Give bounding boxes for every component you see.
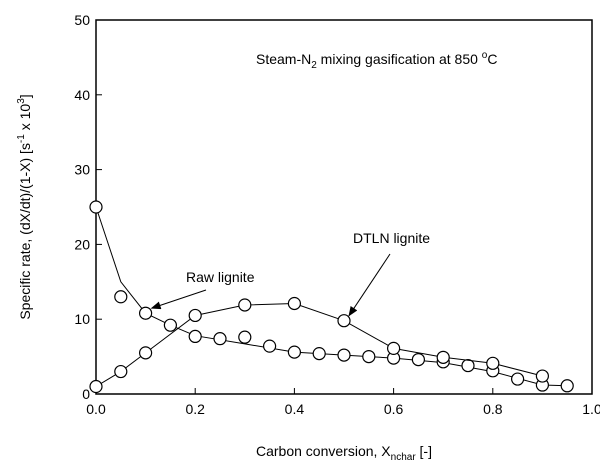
x-label-post: [-] — [416, 443, 432, 459]
raw-lignite-point — [287, 345, 301, 359]
raw-lignite-series — [89, 200, 574, 393]
dtln-lignite-point — [436, 350, 450, 364]
y-label-pre: Specific rate, (dX/dt)/(1-X) [s — [17, 143, 33, 320]
dtln-lignite-line — [95, 302, 543, 387]
x-tick-label: 0.8 — [483, 401, 503, 417]
annotation-box: Steam-N2 mixing gasification at 850 oC — [256, 50, 497, 71]
x-label-pre: Carbon conversion, X — [256, 443, 391, 459]
raw-lignite-arrow — [150, 289, 207, 310]
raw-lignite-point — [560, 379, 574, 393]
dtln-lignite-point — [114, 364, 128, 379]
x-axis-label: Carbon conversion, Xnchar [-] — [256, 443, 432, 461]
y-tick-label: 40 — [74, 87, 90, 103]
raw-lignite-point — [163, 318, 177, 332]
x-tick-label: 0.6 — [384, 401, 404, 417]
y-label-sup2: 3 — [16, 98, 27, 104]
annotation-mid: mixing gasification at 850 — [317, 51, 482, 67]
dtln-lignite-label: DTLN lignite — [353, 230, 430, 246]
y-label-mid: x 10 — [17, 104, 33, 135]
dtln-lignite-arrow — [348, 253, 391, 317]
dtln-lignite-point — [337, 314, 351, 328]
y-tick-label: 50 — [74, 12, 90, 28]
raw-lignite-point — [213, 332, 227, 346]
x-label-sub: nchar — [391, 452, 417, 461]
y-axis-ticks: 0 10 20 30 40 50 — [74, 12, 102, 402]
plot-frame — [95, 19, 593, 395]
y-tick-label: 10 — [74, 311, 90, 327]
dtln-lignite-point — [188, 308, 202, 323]
dtln-lignite-point — [238, 298, 252, 312]
dtln-lignite-point — [287, 296, 301, 311]
raw-lignite-point — [461, 358, 475, 373]
y-tick-label: 0 — [82, 386, 90, 402]
raw-lignite-point — [89, 200, 103, 214]
x-axis-ticks: 0.0 0.2 0.4 0.6 0.8 1.0 — [86, 388, 600, 417]
raw-lignite-point — [263, 339, 277, 353]
dtln-lignite-point — [387, 341, 401, 355]
dtln-lignite-point — [486, 356, 500, 370]
series-layer — [89, 200, 574, 394]
raw-lignite-point — [411, 352, 425, 367]
y-label-post: ] — [17, 94, 33, 98]
annotation-post: C — [487, 51, 497, 67]
dtln-lignite-point — [535, 369, 550, 383]
y-tick-label: 30 — [74, 162, 90, 178]
raw-lignite-point — [188, 329, 202, 344]
annotation-sup: o — [482, 50, 488, 61]
raw-lignite-point — [337, 348, 351, 362]
raw-lignite-label: Raw lignite — [186, 269, 255, 285]
raw-lignite-point — [139, 306, 153, 320]
x-tick-label: 1.0 — [582, 401, 600, 417]
x-tick-label: 0.4 — [285, 401, 305, 417]
raw-lignite-point — [510, 372, 525, 386]
raw-lignite-point — [114, 290, 128, 304]
annotation-sub: 2 — [311, 60, 317, 71]
raw-lignite-point — [238, 330, 252, 344]
x-tick-label: 0.2 — [185, 401, 205, 417]
x-tick-label: 0.0 — [86, 401, 106, 417]
y-label-sup1: -1 — [16, 134, 27, 143]
raw-lignite-point — [362, 350, 376, 364]
dtln-lignite-point — [89, 379, 103, 394]
dtln-lignite-series — [89, 296, 550, 394]
y-axis-label: Specific rate, (dX/dt)/(1-X) [s-1 x 103] — [16, 94, 33, 319]
annotation-pre: Steam-N — [256, 51, 311, 67]
raw-lignite-point — [312, 347, 326, 361]
y-tick-label: 20 — [74, 236, 90, 252]
dtln-lignite-point — [139, 346, 153, 360]
